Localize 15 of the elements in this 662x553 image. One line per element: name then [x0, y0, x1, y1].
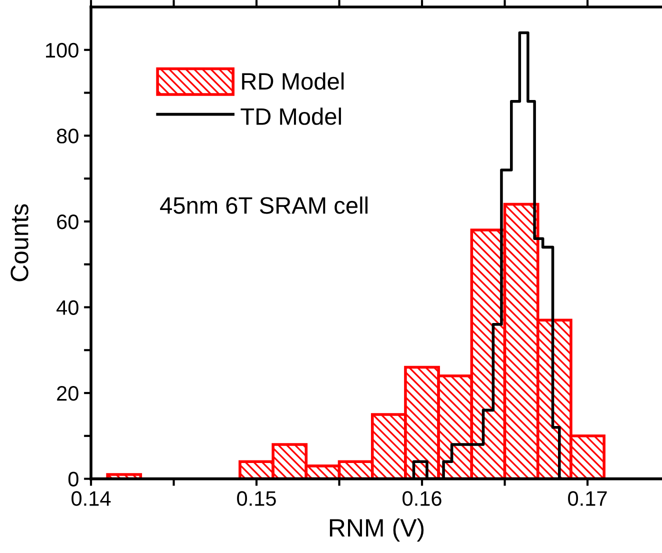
y-tick-label: 60	[57, 214, 78, 230]
x-tick-label: 0.17	[568, 491, 607, 506]
x-axis-title: RNM (V)	[330, 518, 424, 542]
x-tick-label: 0.16	[402, 491, 442, 506]
legend-label: TD Model	[240, 108, 341, 125]
x-tick-label: 0.14	[72, 491, 111, 506]
y-axis-title: Counts	[10, 204, 28, 282]
y-tick-label: 40	[56, 300, 78, 315]
annotation: 45nm 6T SRAM cell	[160, 196, 368, 214]
x-tick-label: 0.15	[237, 491, 276, 506]
legend-label: RD Model	[242, 72, 344, 90]
y-tick-label: 80	[56, 128, 78, 144]
y-tick-label: 20	[57, 386, 78, 401]
y-tick-label: 0	[68, 472, 78, 487]
y-tick-label: 100	[46, 42, 78, 58]
